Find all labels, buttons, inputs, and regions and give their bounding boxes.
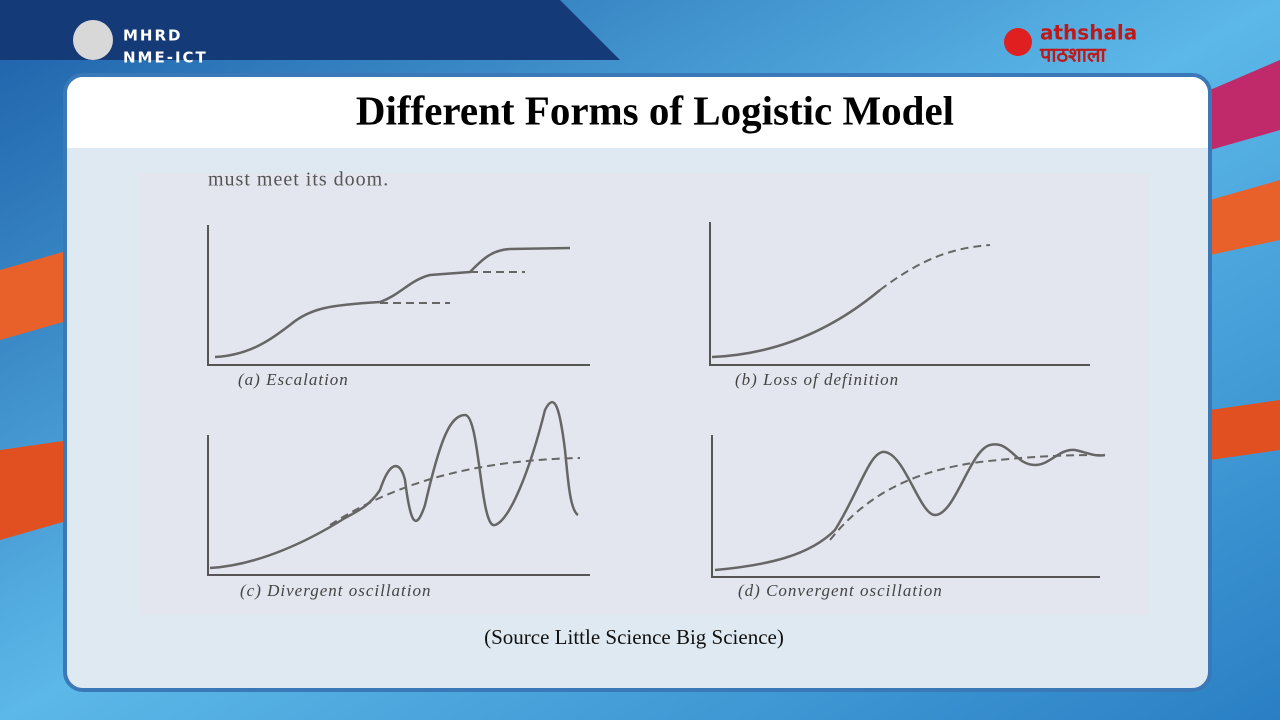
figure-text: must meet its doom.	[208, 169, 389, 191]
stripe	[1210, 400, 1280, 460]
stripe	[1210, 180, 1280, 255]
panel-caption: (c) Divergent oscillation	[240, 581, 432, 600]
source-note: (Source Little Science Big Science)	[484, 625, 784, 649]
graph-curves	[209, 246, 1106, 572]
org-name: NME-ICT	[123, 49, 208, 67]
logo-text: athshala	[1040, 21, 1137, 45]
title-band	[67, 77, 1208, 148]
header-band	[0, 0, 620, 60]
emblem	[73, 20, 113, 60]
slide-title: Different Forms of Logistic Model	[356, 87, 954, 133]
panel-caption: (d) Convergent oscillation	[738, 581, 943, 600]
graph-axes	[207, 222, 1100, 578]
logo-mark	[1004, 28, 1032, 56]
stripe	[0, 250, 70, 340]
stripe	[1210, 60, 1280, 150]
panel-caption: (b) Loss of definition	[735, 370, 899, 389]
org-name: MHRD	[123, 27, 182, 45]
stripe	[0, 440, 70, 540]
graph-dashed	[329, 244, 1106, 541]
logo-text: पाठशाला	[1039, 43, 1107, 67]
figure-image	[140, 173, 1150, 615]
panel-caption: (a) Escalation	[238, 370, 349, 389]
